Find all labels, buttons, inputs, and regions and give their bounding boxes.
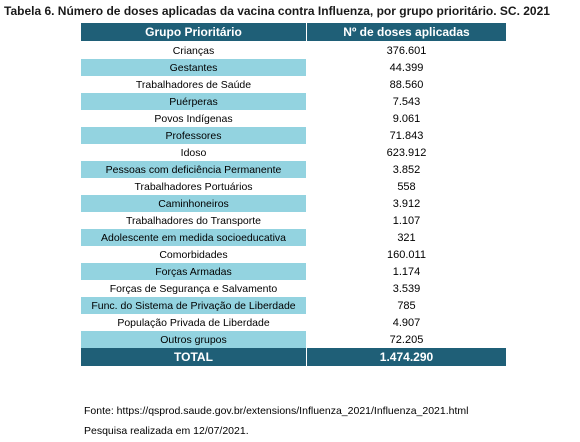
- table-row: Puérperas 7.543: [80, 93, 507, 110]
- total-label: TOTAL: [80, 348, 307, 366]
- table-row: Trabalhadores de Saúde 88.560: [80, 76, 507, 93]
- doses-cell: 72.205: [306, 331, 507, 348]
- table-header-row: Grupo Prioritário Nº de doses aplicadas: [80, 22, 507, 42]
- doses-cell: 1.174: [306, 263, 507, 280]
- doses-cell: 3.912: [306, 195, 507, 212]
- doses-cell: 7.543: [306, 93, 507, 110]
- total-row: TOTAL 1.474.290: [80, 348, 507, 366]
- table-row: Gestantes 44.399: [80, 59, 507, 76]
- table-row: Povos Indígenas 9.061: [80, 110, 507, 127]
- doses-cell: 558: [306, 178, 507, 195]
- group-cell: Forças Armadas: [80, 263, 307, 280]
- group-cell: Povos Indígenas: [80, 110, 307, 127]
- table-row: Outros grupos 72.205: [80, 331, 507, 348]
- table-row: Forças de Segurança e Salvamento 3.539: [80, 280, 507, 297]
- doses-table: Grupo Prioritário Nº de doses aplicadas …: [80, 22, 507, 366]
- table-title: Tabela 6. Número de doses aplicadas da v…: [4, 4, 550, 18]
- doses-cell: 623.912: [306, 144, 507, 161]
- table-row: Adolescente em medida socioeducativa 321: [80, 229, 507, 246]
- table-row: Func. do Sistema de Privação de Liberdad…: [80, 297, 507, 314]
- table-row: Professores 71.843: [80, 127, 507, 144]
- doses-cell: 44.399: [306, 59, 507, 76]
- doses-cell: 3.539: [306, 280, 507, 297]
- doses-cell: 9.061: [306, 110, 507, 127]
- table-row: Forças Armadas 1.174: [80, 263, 507, 280]
- group-cell: Professores: [80, 127, 307, 144]
- doses-cell: 1.107: [306, 212, 507, 229]
- table-row: Pessoas com deficiência Permanente 3.852: [80, 161, 507, 178]
- table-row: Trabalhadores Portuários 558: [80, 178, 507, 195]
- survey-date-note: Pesquisa realizada em 12/07/2021.: [84, 425, 249, 437]
- doses-cell: 3.852: [306, 161, 507, 178]
- doses-cell: 71.843: [306, 127, 507, 144]
- table-row: Idoso 623.912: [80, 144, 507, 161]
- group-cell: Pessoas com deficiência Permanente: [80, 161, 307, 178]
- column-header-doses: Nº de doses aplicadas: [306, 22, 507, 42]
- group-cell: Outros grupos: [80, 331, 307, 348]
- group-cell: Adolescente em medida socioeducativa: [80, 229, 307, 246]
- doses-cell: 376.601: [306, 41, 507, 59]
- table-row: Crianças 376.601: [80, 41, 507, 59]
- group-cell: Forças de Segurança e Salvamento: [80, 280, 307, 297]
- group-cell: Trabalhadores Portuários: [80, 178, 307, 195]
- group-cell: Idoso: [80, 144, 307, 161]
- group-cell: Trabalhadores de Saúde: [80, 76, 307, 93]
- group-cell: Puérperas: [80, 93, 307, 110]
- table-row: População Privada de Liberdade 4.907: [80, 314, 507, 331]
- table-row: Comorbidades 160.011: [80, 246, 507, 263]
- total-value: 1.474.290: [306, 348, 507, 366]
- doses-cell: 88.560: [306, 76, 507, 93]
- doses-cell: 160.011: [306, 246, 507, 263]
- group-cell: População Privada de Liberdade: [80, 314, 307, 331]
- column-header-group: Grupo Prioritário: [80, 22, 307, 42]
- source-note: Fonte: https://qsprod.saude.gov.br/exten…: [84, 405, 469, 417]
- group-cell: Gestantes: [80, 59, 307, 76]
- group-cell: Caminhoneiros: [80, 195, 307, 212]
- doses-cell: 4.907: [306, 314, 507, 331]
- group-cell: Trabalhadores do Transporte: [80, 212, 307, 229]
- doses-cell: 321: [306, 229, 507, 246]
- doses-cell: 785: [306, 297, 507, 314]
- table-row: Caminhoneiros 3.912: [80, 195, 507, 212]
- group-cell: Func. do Sistema de Privação de Liberdad…: [80, 297, 307, 314]
- group-cell: Comorbidades: [80, 246, 307, 263]
- group-cell: Crianças: [80, 41, 307, 59]
- table-row: Trabalhadores do Transporte 1.107: [80, 212, 507, 229]
